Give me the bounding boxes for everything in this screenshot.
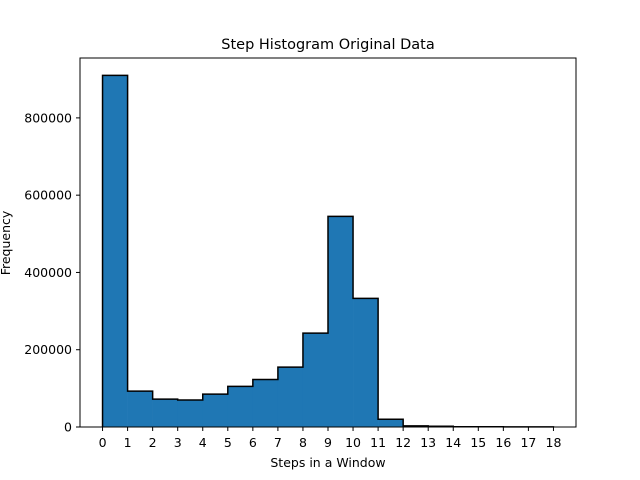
x-tick-label: 12	[395, 435, 411, 450]
x-tick-label: 2	[149, 435, 157, 450]
x-tick-label: 7	[274, 435, 282, 450]
histogram-bar-8	[302, 333, 329, 427]
histogram-bar-4	[202, 394, 229, 427]
chart-title: Step Histogram Original Data	[221, 37, 434, 53]
y-axis-ticks: 0 200000 400000 600000 800000	[24, 110, 80, 435]
histogram-bar-10	[353, 298, 379, 427]
x-tick-label: 15	[470, 435, 486, 450]
x-axis-label: Steps in a Window	[270, 455, 385, 470]
x-tick-label: 0	[99, 435, 107, 450]
histogram-bar-1	[127, 391, 153, 427]
histogram-bar-2	[152, 399, 178, 427]
histogram-bar-9	[328, 216, 354, 427]
x-axis-ticks: 0 1 2 3 4 5 6 7 8 9 10 11 12 13 14 15 16 17 18	[99, 427, 562, 450]
histogram-bar-11	[378, 419, 404, 427]
x-tick-label: 3	[174, 435, 182, 450]
histogram-bar-6	[252, 379, 279, 427]
x-tick-label: 10	[345, 435, 361, 450]
x-tick-label: 5	[224, 435, 232, 450]
histogram-bar-7	[277, 367, 304, 427]
y-tick-label: 0	[64, 420, 72, 435]
histogram-bar-3	[177, 399, 204, 427]
bars-group	[102, 75, 554, 427]
x-tick-label: 4	[199, 435, 207, 450]
x-tick-label: 1	[124, 435, 132, 450]
x-tick-label: 18	[546, 435, 562, 450]
y-axis-label: Frequency	[0, 210, 13, 275]
x-tick-label: 8	[299, 435, 307, 450]
x-tick-label: 9	[324, 435, 332, 450]
x-tick-label: 13	[420, 435, 436, 450]
x-tick-label: 11	[370, 435, 386, 450]
histogram-bar-0	[102, 75, 128, 427]
y-tick-label: 600000	[24, 188, 72, 203]
y-tick-label: 400000	[24, 265, 72, 280]
x-tick-label: 16	[495, 435, 511, 450]
y-tick-label: 200000	[24, 342, 72, 357]
x-tick-label: 14	[445, 435, 461, 450]
x-tick-label: 6	[249, 435, 257, 450]
x-tick-label: 17	[520, 435, 536, 450]
y-tick-label: 800000	[24, 110, 72, 125]
histogram-bar-5	[227, 386, 254, 427]
